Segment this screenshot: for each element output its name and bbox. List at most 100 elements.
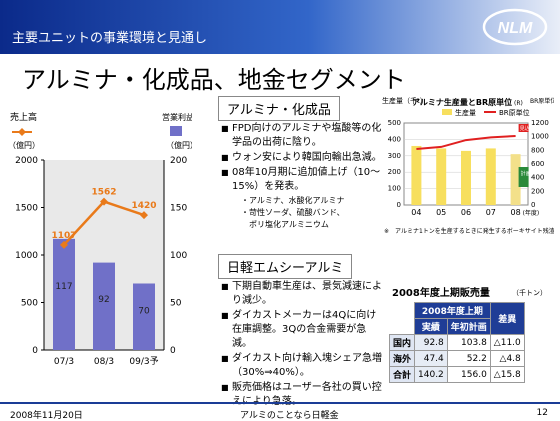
unit-note: (R) <box>514 100 523 107</box>
category-suffix: (年度) <box>523 209 540 217</box>
keikaku-badge <box>518 167 529 187</box>
left-axis-title: 売上高 <box>10 111 37 123</box>
table-row: 国内 92.8 103.8 △11.0 <box>388 334 525 351</box>
left-tick-label: 300 <box>388 152 401 160</box>
profit-bar <box>53 238 75 350</box>
bullet-3: 08年10月期に追加値上げ（10～15%）を発表。 <box>221 166 383 194</box>
category-label: 07/3 <box>54 357 74 367</box>
footer: 2008年11月20日 アルミのことなら日軽金 12 <box>0 402 560 421</box>
section-heading-nmc: 日軽エムシーアルミ <box>218 254 353 279</box>
bullet-2: ダイカストメーカーは4Qに向け在庫調整。3Qの合金需要が急減。 <box>221 309 383 351</box>
table-title: 2008年度上期販売量 <box>392 288 490 299</box>
category-label: 08 <box>511 208 521 217</box>
alumina-production-chart: 生産量（千t） アルミナ生産量とBR原単位 (R) BR原単位（kg） 生産量 … <box>382 96 554 235</box>
left-tick-label: 400 <box>388 135 401 143</box>
page-title: アルミナ・化成品、地金セグメント <box>22 66 406 94</box>
legend-line-label: BR原単位 <box>499 108 530 117</box>
left-tick-label: 200 <box>388 168 401 176</box>
group-header: 2008年度上期 <box>414 302 491 319</box>
sales-label: 1562 <box>91 188 116 198</box>
bullet-1: FPD向けのアルミナや塩酸等の化学品の出荷に陰り。 <box>221 122 383 150</box>
profit-label: 92 <box>98 295 109 305</box>
keikaku-label: 計画 <box>521 170 531 177</box>
right-tick-label: 0 <box>531 201 535 209</box>
right-tick-label: 150 <box>170 204 187 214</box>
page-number: 12 <box>536 408 548 418</box>
left-tick-label: 0 <box>397 201 401 209</box>
production-bar <box>436 148 447 205</box>
production-bar <box>485 148 496 205</box>
actual-header: 実績 <box>414 318 448 335</box>
sales-label: 1107 <box>51 231 76 241</box>
profit-bar <box>93 262 115 350</box>
category-label: 07 <box>486 208 496 217</box>
legend-bar-swatch <box>170 126 182 136</box>
table-unit: （千トン） <box>512 289 547 297</box>
left-axis-label: 生産量（千t） <box>382 96 427 105</box>
right-tick-label: 400 <box>531 174 544 182</box>
table-row: 合計 140.2 156.0 △15.8 <box>388 366 525 383</box>
sales-point <box>140 211 148 220</box>
diff-header: 差異 <box>489 302 525 335</box>
mikomi-label: 見込 <box>520 125 530 132</box>
legend-line-marker <box>18 128 26 136</box>
right-tick-label: 800 <box>531 146 544 154</box>
bullet-3: ダイカスト向け輸入塊シェア急増（30%⇒40%）。 <box>221 352 383 380</box>
sales-profit-chart: 売上高 （億円） 営業利益 （億円） 200015001000500020015… <box>8 111 192 367</box>
production-bar <box>461 150 471 205</box>
left-tick-label: 500 <box>21 299 38 309</box>
left-tick-label: 500 <box>388 119 401 127</box>
right-axis-unit: （億円） <box>166 140 192 150</box>
footer-tagline: アルミのことなら日軽金 <box>240 411 339 421</box>
category-label: 05 <box>436 208 446 217</box>
bullet-4: 販売価格はユーザー各社の買い控えにより急落。 <box>221 381 383 409</box>
sales-label: 1420 <box>131 201 156 211</box>
sub-item-3: ポリ塩化アルミニウム <box>241 220 329 229</box>
footnote: ※ アルミナ1トンを生産するときに発生するボーキサイト残渣(BR)の量 <box>384 227 554 235</box>
right-tick-label: 1200 <box>531 119 549 127</box>
legend-bar-label: 生産量 <box>455 108 476 117</box>
sales-point <box>60 240 68 249</box>
br-line <box>416 134 516 150</box>
table-row: 海外 47.4 52.2 △4.8 <box>388 350 525 367</box>
right-tick-label: 50 <box>170 299 182 309</box>
bullet-2: ウォン安により韓国向輸出急減。 <box>221 151 383 165</box>
left-tick-label: 1500 <box>15 204 38 214</box>
right-tick-label: 200 <box>170 156 187 166</box>
right-tick-label: 200 <box>531 187 544 195</box>
left-tick-label: 2000 <box>15 156 38 166</box>
profit-label: 117 <box>55 282 72 292</box>
profit-label: 70 <box>138 306 150 316</box>
category-label: 04 <box>411 208 421 217</box>
plan-header: 年初計画 <box>446 318 491 335</box>
right-axis-label: BR原単位（kg） <box>530 97 554 105</box>
profit-bar <box>133 283 155 350</box>
footer-date: 2008年11月20日 <box>10 411 83 421</box>
right-tick-label: 0 <box>170 346 176 356</box>
nmc-bullets: 下期自動車生産は、景気減速により減少。 ダイカストメーカーは4Qに向け在庫調整。… <box>221 280 383 410</box>
header-subtitle: 主要ユニットの事業環境と見通し <box>12 31 208 46</box>
nlm-logo: NLM <box>482 8 548 46</box>
category-label: 08/3 <box>94 357 114 367</box>
production-bar <box>510 154 521 205</box>
section-heading-alumina: アルミナ・化成品 <box>218 96 340 121</box>
right-tick-label: 100 <box>170 251 187 261</box>
bullet-1: 下期自動車生産は、景気減速により減少。 <box>221 280 383 308</box>
left-tick-label: 100 <box>388 185 401 193</box>
right-tick-label: 1000 <box>531 133 549 141</box>
right-axis-title: 営業利益 <box>162 112 192 122</box>
alumina-bullets: FPD向けのアルミナや塩酸等の化学品の出荷に陰り。 ウォン安により韓国向輸出急減… <box>221 122 383 231</box>
sub-item-1: ・アルミナ、水酸化アルミナ <box>241 196 345 205</box>
mikomi-badge <box>518 124 529 132</box>
sales-point <box>100 197 108 206</box>
sales-table: 2008年度上期 差異 実績 年初計画 国内 92.8 103.8 △11.0 海外… <box>388 302 525 383</box>
category-label: 09/3予 <box>129 356 158 367</box>
category-label: 06 <box>461 208 471 217</box>
left-tick-label: 1000 <box>15 251 38 261</box>
production-bar <box>411 145 422 205</box>
header-bar: 主要ユニットの事業環境と見通し NLM <box>0 0 560 54</box>
legend-bar-swatch <box>442 109 452 115</box>
sub-item-2: ・苛性ソーダ、硫酸バンド、 <box>241 208 345 217</box>
logo-text: NLM <box>498 20 533 37</box>
right-tick-label: 600 <box>531 160 544 168</box>
